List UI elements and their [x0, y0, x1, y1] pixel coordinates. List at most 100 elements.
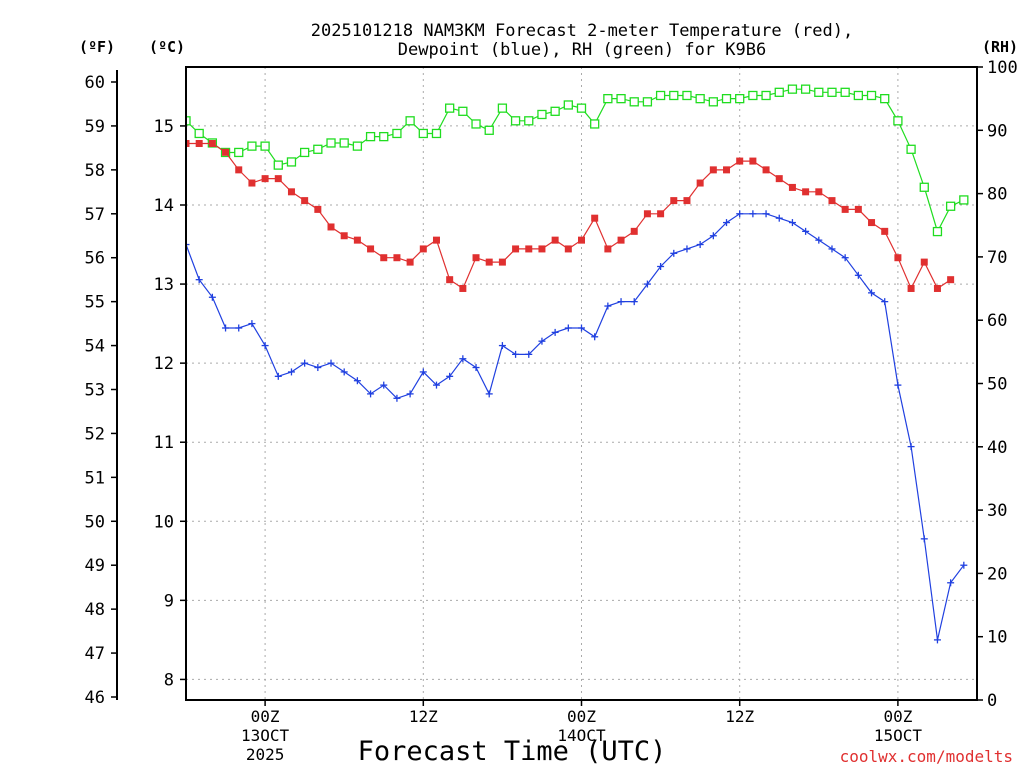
rh-point	[721, 94, 732, 104]
rh-point	[748, 90, 758, 101]
rh-point	[431, 128, 442, 139]
dewpoint-point	[353, 377, 361, 385]
rh-point	[418, 128, 428, 139]
dewpoint-point	[788, 219, 796, 227]
dewpoint-point	[485, 390, 493, 398]
dewpoint-line	[186, 213, 965, 641]
dewpoint-point	[393, 394, 401, 402]
plot-series	[186, 84, 969, 644]
rh-point	[445, 103, 455, 113]
rh-tick-label: 20	[987, 564, 1007, 584]
rh-point	[352, 141, 363, 151]
dewpoint-point	[670, 249, 678, 257]
temperature-point	[353, 236, 361, 244]
temperature-point	[578, 236, 585, 244]
temperature-point	[472, 254, 480, 262]
dewpoint-point	[446, 372, 454, 380]
temperature-point	[696, 179, 704, 187]
rh-point	[695, 94, 705, 104]
temperature-point	[235, 166, 243, 174]
rh-point	[537, 109, 547, 120]
temperature-point	[604, 245, 612, 253]
rh-point	[365, 131, 376, 142]
temperature-point	[775, 175, 783, 183]
dewpoint-point	[762, 210, 770, 218]
temperature-point	[947, 276, 955, 284]
plot-frame	[185, 66, 978, 701]
temperature-point	[261, 175, 269, 183]
rh-tick-label: 90	[987, 121, 1007, 141]
dewpoint-point	[617, 298, 625, 306]
temperature-point	[749, 157, 757, 165]
temperature-point	[907, 284, 915, 292]
temperature-point	[459, 284, 467, 292]
dewpoint-series	[186, 210, 968, 644]
rh-point	[471, 119, 481, 129]
dewpoint-point	[696, 241, 704, 249]
fahrenheit-tick-label: 60	[85, 73, 105, 93]
temperature-point	[327, 223, 335, 231]
temperature-point	[446, 276, 454, 284]
dewpoint-point	[564, 324, 572, 332]
rh-point	[339, 138, 349, 148]
temperature-point	[723, 166, 731, 174]
dewpoint-point	[380, 381, 388, 389]
rh-point	[827, 87, 837, 97]
temperature-point	[894, 254, 902, 262]
dewpoint-point	[472, 364, 480, 372]
dewpoint-point	[683, 245, 691, 253]
dewpoint-point	[261, 342, 269, 350]
rh-point	[273, 160, 283, 170]
celsius-tick-label: 10	[154, 512, 174, 532]
fahrenheit-tick-label: 48	[85, 600, 105, 620]
dewpoint-point	[287, 368, 295, 376]
dewpoint-point	[868, 289, 876, 297]
x-tick-label: 00Z	[251, 707, 280, 726]
rh-point	[234, 147, 244, 158]
fahrenheit-tick-label: 57	[85, 205, 105, 225]
dewpoint-point	[947, 579, 955, 587]
rh-point	[787, 84, 798, 94]
dewpoint-point	[643, 280, 651, 288]
rh-point	[603, 94, 613, 104]
temperature-point	[340, 232, 348, 240]
rh-point	[194, 128, 204, 139]
rh-series	[186, 84, 969, 237]
rh-point	[392, 128, 402, 139]
temperature-point	[564, 245, 572, 253]
temperature-point	[683, 197, 691, 205]
temperature-point	[591, 214, 599, 222]
rh-point	[563, 100, 573, 110]
dewpoint-point	[340, 368, 348, 376]
dewpoint-point	[630, 298, 638, 306]
dewpoint-point	[960, 561, 968, 569]
fahrenheit-tick-label: 51	[85, 468, 105, 488]
dewpoint-point	[314, 364, 322, 372]
dewpoint-point	[841, 254, 849, 262]
temperature-point	[195, 140, 203, 147]
rh-point	[761, 90, 771, 101]
x-tick-date: 13OCT	[241, 726, 290, 745]
rh-point	[708, 97, 718, 107]
x-axis-title: Forecast Time (UTC)	[358, 736, 667, 767]
temperature-point	[933, 284, 941, 292]
rh-point	[576, 103, 587, 113]
temperature-point	[419, 245, 427, 253]
celsius-tick-label: 11	[154, 433, 174, 453]
rh-point	[590, 119, 600, 129]
temperature-point	[432, 236, 440, 244]
dewpoint-point	[591, 333, 599, 341]
rh-tick-label: 80	[987, 185, 1007, 205]
celsius-tick-label: 14	[154, 196, 174, 216]
temperature-point	[709, 166, 717, 174]
x-tick-label: 00Z	[567, 707, 596, 726]
rh-point	[313, 144, 323, 154]
dewpoint-point	[920, 535, 928, 543]
dewpoint-point	[512, 350, 520, 358]
dewpoint-point	[802, 227, 810, 235]
temperature-point	[208, 140, 216, 147]
temperature-point	[762, 166, 770, 174]
rh-point	[840, 87, 850, 97]
rh-point	[286, 157, 297, 167]
fahrenheit-tick-label: 49	[85, 556, 105, 576]
